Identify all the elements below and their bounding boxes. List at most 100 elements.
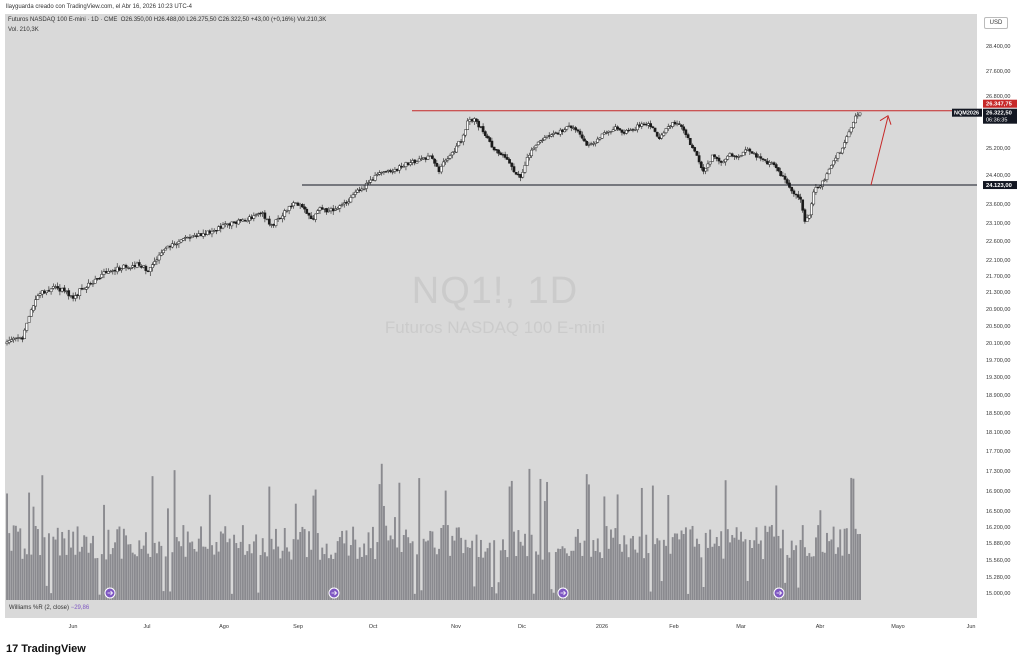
candle — [552, 132, 555, 135]
candle — [331, 208, 335, 212]
candle — [256, 213, 260, 215]
volume-bar — [691, 525, 694, 600]
volume-bar — [385, 525, 388, 600]
candle — [400, 166, 403, 168]
volume-bar — [422, 538, 425, 600]
watermark-name: Futuros NASDAQ 100 E-mini — [384, 318, 606, 337]
volume-bar — [228, 538, 231, 600]
indicator-legend[interactable]: Williams %R (2, close) −29,86 — [9, 605, 89, 611]
tradingview-brand: TradingView — [21, 643, 86, 655]
volume-bar — [468, 547, 471, 600]
candle — [345, 202, 348, 204]
candle — [675, 123, 679, 125]
candle — [576, 129, 580, 132]
candle — [671, 122, 674, 127]
date-axis-panel[interactable] — [5, 618, 977, 634]
candle — [175, 243, 179, 246]
volume-bar — [297, 539, 299, 600]
candle — [483, 131, 487, 136]
volume-bar — [224, 526, 227, 600]
candle — [501, 154, 505, 156]
volume-bar — [114, 542, 116, 600]
volume-bar — [552, 592, 555, 600]
volume-bar — [781, 529, 784, 600]
bar-countdown-label: 06:36:35 — [986, 118, 1007, 124]
event-marker-arrow — [776, 590, 783, 596]
volume-bar — [625, 544, 628, 600]
candle — [23, 329, 26, 339]
volume-bar — [14, 525, 17, 600]
volume-bar — [451, 535, 454, 600]
currency-button[interactable]: USD — [984, 17, 1008, 29]
price-tick-label: 20.500,00 — [986, 324, 1010, 330]
candle — [801, 199, 805, 211]
volume-bar — [748, 539, 751, 600]
candle — [706, 163, 710, 168]
volume-bar — [429, 530, 432, 600]
candle — [494, 149, 498, 151]
volume-bar — [387, 540, 390, 600]
candle — [534, 144, 538, 149]
candle — [620, 129, 624, 133]
volume-bar — [17, 531, 20, 600]
volume-bar — [753, 540, 756, 600]
candle — [563, 129, 566, 133]
volume-bar — [636, 552, 639, 600]
candle — [431, 155, 434, 159]
indicator-name[interactable]: Williams %R (2, close) — [9, 605, 70, 611]
tradingview-footer: 17 TradingView — [6, 640, 86, 658]
candle — [25, 322, 29, 331]
candle — [746, 149, 749, 151]
volume-bar — [815, 537, 817, 600]
candle — [417, 158, 421, 162]
volume-bar — [462, 553, 465, 600]
volume-bar — [746, 580, 749, 600]
candle — [422, 157, 425, 160]
volume-bar — [85, 536, 88, 600]
symbol-title[interactable]: Futuros NASDAQ 100 E-mini · 1D · CME — [8, 17, 118, 23]
symbol-info[interactable]: Futuros NASDAQ 100 E-mini · 1D · CME O26… — [8, 17, 326, 23]
volume-bar — [89, 543, 92, 600]
candle — [226, 223, 229, 225]
candle — [660, 134, 663, 139]
volume-bar — [539, 478, 542, 600]
candle — [455, 145, 458, 153]
candle — [631, 129, 635, 131]
candle — [589, 143, 593, 145]
volume-bar — [735, 527, 738, 600]
candle — [468, 119, 472, 122]
volume-bar — [83, 535, 86, 600]
volume-bar — [859, 533, 861, 600]
candle — [521, 172, 525, 178]
candle — [56, 286, 60, 289]
candle — [644, 123, 648, 126]
volume-bar — [222, 533, 225, 600]
candle — [726, 155, 730, 160]
volume-bar — [310, 549, 313, 600]
volume-bar — [65, 554, 68, 600]
candle — [82, 288, 86, 290]
candle — [772, 162, 776, 165]
volume-bar — [206, 548, 209, 600]
candle — [135, 262, 139, 268]
chart-pane[interactable] — [5, 14, 977, 601]
volume-bar — [828, 541, 831, 600]
volume-bar — [171, 552, 174, 600]
candle — [752, 152, 756, 155]
candle — [285, 210, 289, 212]
price-tick-label: 28.400,00 — [986, 44, 1010, 50]
volume-bar — [852, 478, 855, 600]
volume-bar — [186, 531, 189, 600]
volume-bar — [634, 549, 637, 600]
candle — [210, 231, 214, 235]
volume-bar — [25, 554, 28, 600]
volume-legend[interactable]: Vol. 210,3K — [8, 27, 39, 33]
price-tick-label: 15.880,00 — [986, 541, 1010, 547]
candle — [298, 204, 302, 206]
candle — [691, 144, 694, 149]
indicator-pane[interactable] — [5, 601, 977, 618]
candle — [528, 155, 531, 158]
candle — [137, 262, 141, 266]
projection-arrow — [870, 116, 889, 186]
